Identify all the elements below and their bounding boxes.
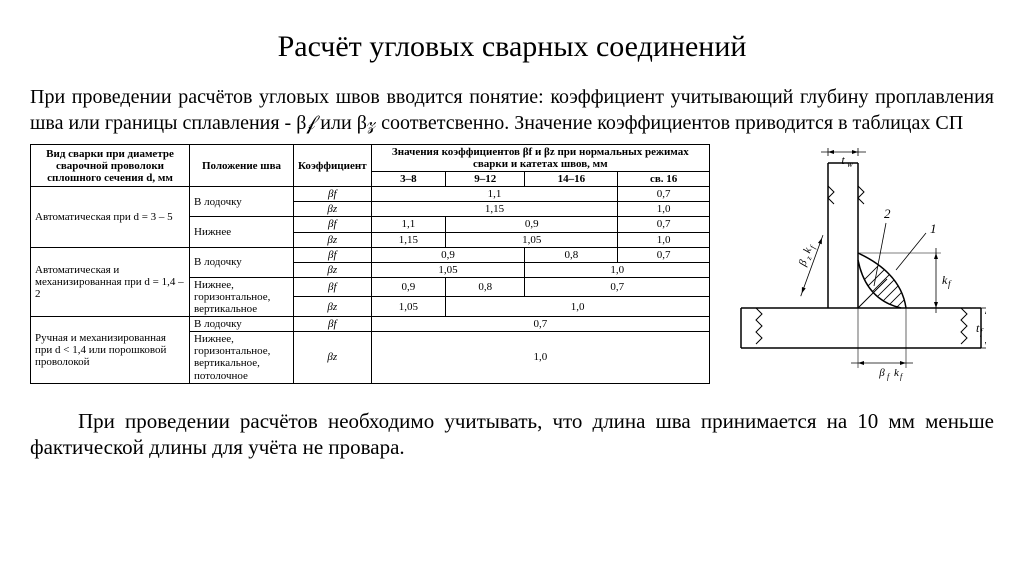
th-coef: Коэффициент: [294, 145, 372, 187]
footer-paragraph: При проведении расчётов необходимо учиты…: [30, 408, 994, 461]
cell: 1,0: [525, 262, 710, 277]
cell: 1,1: [371, 187, 618, 202]
label-tw-sub: w: [847, 159, 853, 169]
coefficients-table-wrap: Вид сварки при диаметре сварочной провол…: [30, 144, 710, 384]
th-range-0: 3–8: [371, 172, 446, 187]
label-kf-sub: f: [948, 279, 952, 289]
cell: 0,9: [371, 247, 525, 262]
cell: 0,7: [618, 187, 710, 202]
th-welding: Вид сварки при диаметре сварочной провол…: [31, 145, 190, 187]
cell-bf-label: βf: [294, 277, 372, 297]
cell-pos-1: Нижнее: [190, 217, 294, 247]
cell: 1,15: [371, 232, 446, 247]
label-bfkf-ks: f: [900, 372, 904, 381]
page-title: Расчёт угловых сварных соединений: [30, 30, 994, 64]
cell-bz-label: βz: [294, 297, 372, 317]
th-values-top: Значения коэффициентов βf и βz при норма…: [371, 145, 709, 172]
cell-bf-label: βf: [294, 317, 372, 332]
weld-diagram-svg: t w t f k f β f k f: [736, 148, 986, 398]
label-2: 2: [884, 206, 891, 221]
cell-bz-label: βz: [294, 332, 372, 383]
cell-welding-0: Автоматическая при d = 3 – 5: [31, 187, 190, 247]
intro-paragraph: При проведении расчётов угловых швов вво…: [30, 84, 994, 136]
cell-pos-5: Нижнее, горизонтальное, вертикальное, по…: [190, 332, 294, 383]
cell: 0,9: [371, 277, 446, 297]
th-position: Положение шва: [190, 145, 294, 187]
cell-bz-label: βz: [294, 202, 372, 217]
label-bfkf: β: [878, 367, 885, 379]
label-tw: t: [841, 153, 845, 167]
cell: 0,8: [446, 277, 525, 297]
cell-bf-label: βf: [294, 187, 372, 202]
label-1: 1: [930, 221, 937, 236]
cell: 1,05: [371, 297, 446, 317]
coefficients-table: Вид сварки при диаметре сварочной провол…: [30, 144, 710, 384]
cell: 1,05: [371, 262, 525, 277]
cell: 1,0: [446, 297, 710, 317]
th-range-2: 14–16: [525, 172, 618, 187]
cell-bf-label: βf: [294, 217, 372, 232]
cell: 0,8: [525, 247, 618, 262]
cell: 0,7: [525, 277, 710, 297]
cell-welding-4: Ручная и механизированная при d < 1,4 ил…: [31, 317, 190, 383]
label-bfkf-s: f: [887, 372, 891, 381]
cell-pos-0: В лодочку: [190, 187, 294, 217]
weld-diagram: t w t f k f β f k f: [728, 144, 994, 398]
cell: 0,7: [618, 217, 710, 232]
content-row: Вид сварки при диаметре сварочной провол…: [30, 144, 994, 398]
cell: 1,05: [446, 232, 618, 247]
cell-pos-3: Нижнее, горизонтальное, вертикальное: [190, 277, 294, 316]
cell: 0,7: [371, 317, 709, 332]
cell-bf-label: βf: [294, 247, 372, 262]
cell-bz-label: βz: [294, 262, 372, 277]
cell-bz-label: βz: [294, 232, 372, 247]
cell: 1,0: [618, 202, 710, 217]
th-range-1: 9–12: [446, 172, 525, 187]
cell: 1,1: [371, 217, 446, 232]
cell: 0,9: [446, 217, 618, 232]
cell: 1,0: [618, 232, 710, 247]
cell: 0,7: [618, 247, 710, 262]
label-tf-sub: f: [980, 327, 984, 337]
cell: 1,15: [371, 202, 618, 217]
cell: 1,0: [371, 332, 709, 383]
th-range-3: св. 16: [618, 172, 710, 187]
cell-pos-4: В лодочку: [190, 317, 294, 332]
cell-pos-2: В лодочку: [190, 247, 294, 277]
cell-welding-2: Автоматическая и механизированная при d …: [31, 247, 190, 316]
